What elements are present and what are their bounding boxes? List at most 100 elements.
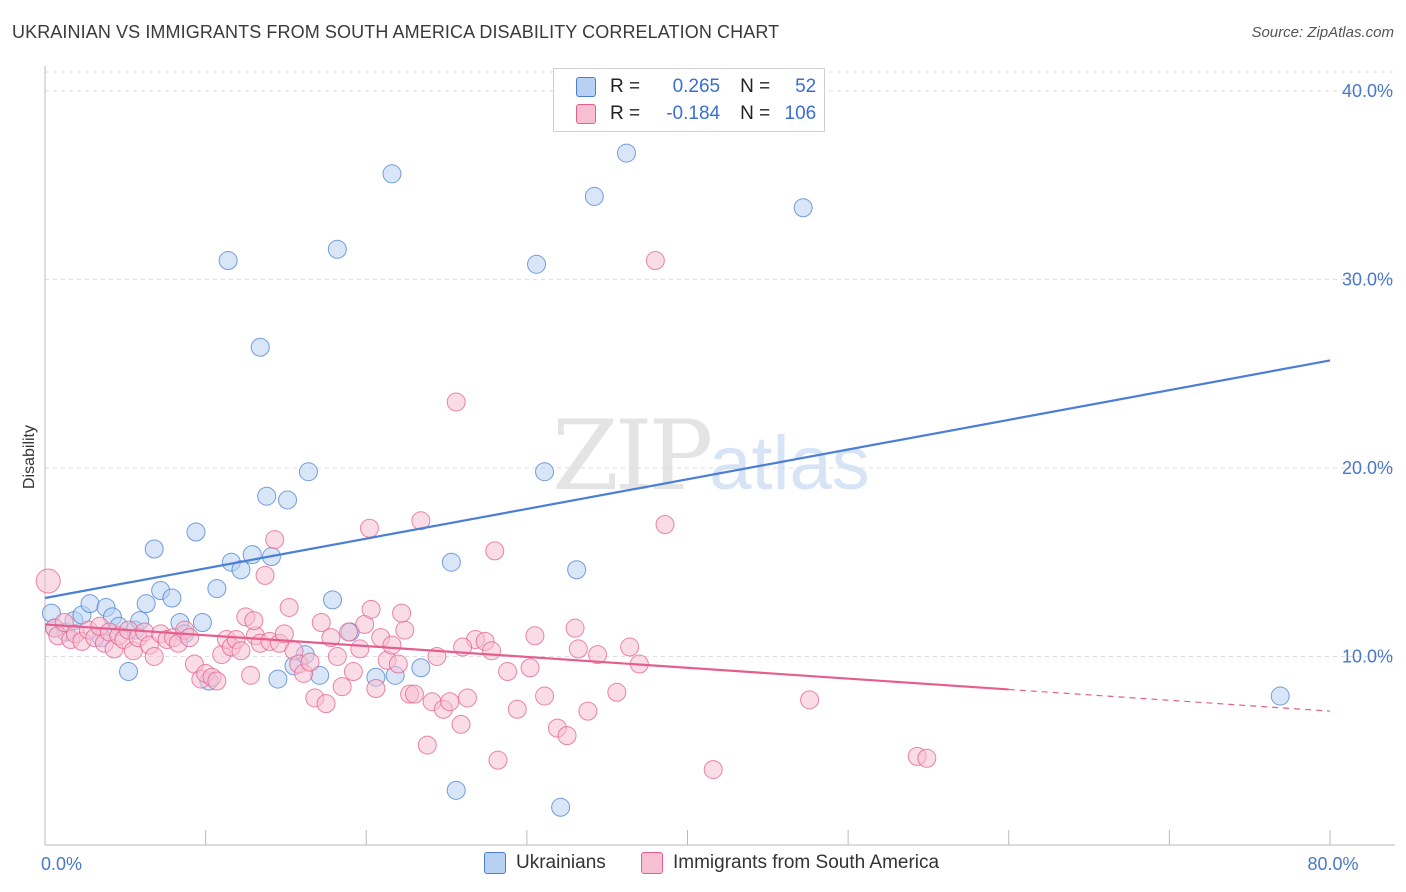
point-immigrant <box>231 641 251 661</box>
point-immigrant <box>343 662 363 682</box>
point-immigrant <box>917 748 937 768</box>
series-legend-immigrants[interactable]: Immigrants from South America <box>641 852 939 874</box>
trend-line-immigrants <box>44 623 1009 691</box>
y-tick-label: 10.0% <box>1342 646 1393 666</box>
point-ukrainian <box>192 613 212 633</box>
legend-row-ukrainians: R = 0.265 N = 52 <box>576 74 816 100</box>
axes <box>44 66 1395 846</box>
point-immigrant <box>607 682 627 702</box>
point-immigrant <box>35 568 61 594</box>
point-immigrant <box>565 618 585 638</box>
point-immigrant <box>482 641 502 661</box>
point-immigrant <box>507 699 527 719</box>
point-ukrainian <box>119 662 139 682</box>
point-immigrant <box>703 760 723 780</box>
point-ukrainian <box>298 462 318 482</box>
point-immigrant <box>388 654 408 674</box>
point-immigrant <box>207 671 227 691</box>
point-immigrant <box>361 599 381 619</box>
legend-r-label: R = <box>610 76 641 97</box>
point-ukrainian <box>584 186 604 206</box>
point-immigrant <box>557 726 577 746</box>
point-immigrant <box>488 750 508 770</box>
legend-row-immigrants: R = -0.184 N = 106 <box>576 101 816 127</box>
point-immigrant <box>321 628 341 648</box>
point-immigrant <box>645 251 665 271</box>
legend-n-label: N = <box>740 76 771 97</box>
point-ukrainian <box>1270 686 1290 706</box>
legend-n-label: N = <box>740 103 771 124</box>
point-ukrainian <box>382 164 402 184</box>
point-ukrainian <box>535 462 555 482</box>
point-immigrant <box>451 714 471 734</box>
series-label-ukrainians: Ukrainians <box>516 852 606 873</box>
point-immigrant <box>274 624 294 644</box>
point-immigrant <box>655 514 675 534</box>
point-ukrainian <box>793 198 813 218</box>
point-immigrant <box>241 665 261 685</box>
tick-labels: 10.0% 20.0% 30.0% 40.0% 0.0% 80.0% Disability <box>21 81 1393 874</box>
point-ukrainian <box>327 239 347 259</box>
point-immigrant <box>588 645 608 665</box>
point-immigrant <box>498 662 518 682</box>
legend-swatch-pink <box>576 104 596 124</box>
point-immigrant <box>359 518 379 538</box>
legend-r-value: 0.265 <box>672 76 721 97</box>
point-ukrainian <box>250 337 270 357</box>
point-ukrainian <box>162 588 182 608</box>
trend-line-immigrants-projection <box>1008 688 1331 712</box>
point-immigrant <box>404 684 424 704</box>
point-immigrant <box>457 688 477 708</box>
point-ukrainian <box>218 251 238 271</box>
point-immigrant <box>485 541 505 561</box>
point-immigrant <box>255 565 275 585</box>
series-swatch-blue <box>484 852 506 874</box>
point-immigrant <box>180 628 200 648</box>
series-legend-ukrainians[interactable]: Ukrainians <box>484 852 606 874</box>
point-ukrainian <box>136 594 156 614</box>
y-tick-label: 30.0% <box>1342 269 1393 289</box>
point-immigrant <box>265 530 285 550</box>
legend-swatch-blue <box>576 77 596 97</box>
point-immigrant <box>244 611 264 631</box>
point-immigrant <box>311 613 331 633</box>
point-immigrant <box>392 603 412 623</box>
point-immigrant <box>520 658 540 678</box>
point-immigrant <box>578 701 598 721</box>
point-ukrainian <box>257 486 277 506</box>
point-immigrant <box>535 686 555 706</box>
watermark-zip: ZIP <box>552 400 713 512</box>
series-swatch-pink <box>641 852 663 874</box>
point-ukrainian <box>186 522 206 542</box>
y-tick-label: 40.0% <box>1342 81 1393 101</box>
series-label-immigrants: Immigrants from South America <box>673 852 940 873</box>
legend-n-value: 52 <box>795 76 817 97</box>
legend-r-value: -0.184 <box>666 103 721 124</box>
chart-title: UKRAINIAN VS IMMIGRANTS FROM SOUTH AMERI… <box>12 22 780 42</box>
point-immigrant <box>446 392 466 412</box>
watermark: ZIPatlas <box>552 400 870 512</box>
correlation-legend: R = 0.265 N = 52 R = -0.184 N = 106 <box>553 68 825 132</box>
legend-n-value: 106 <box>784 103 817 124</box>
point-ukrainian <box>323 590 343 610</box>
point-immigrant <box>800 690 820 710</box>
point-ukrainian <box>616 143 636 163</box>
point-ukrainian <box>80 594 100 614</box>
point-ukrainian <box>567 560 587 580</box>
point-ukrainian <box>278 490 298 510</box>
source-credit: Source: ZipAtlas.com <box>1251 24 1394 41</box>
point-immigrant <box>395 620 415 640</box>
legend-r-label: R = <box>610 103 641 124</box>
point-ukrainian <box>441 552 461 572</box>
x-tick-label: 80.0% <box>1307 854 1358 874</box>
point-ukrainian <box>268 669 288 689</box>
point-immigrant <box>327 646 347 666</box>
y-tick-label: 20.0% <box>1342 458 1393 478</box>
point-ukrainian <box>144 539 164 559</box>
point-immigrant <box>339 622 359 642</box>
point-ukrainian <box>207 579 227 599</box>
trend-lines <box>44 359 1331 712</box>
series-legend: Ukrainians Immigrants from South America <box>0 852 1406 878</box>
point-immigrant <box>316 694 336 714</box>
